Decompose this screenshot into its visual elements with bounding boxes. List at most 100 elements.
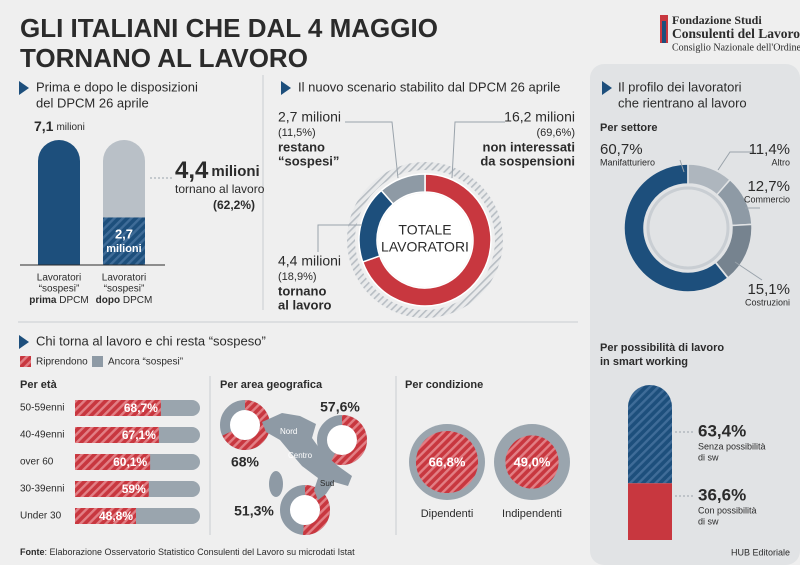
bar-value: 48,8% — [99, 509, 133, 523]
row-label: over 60 — [20, 457, 54, 468]
bar-value: 59% — [122, 482, 146, 496]
sector-name: Altro — [771, 157, 790, 167]
share: 57,6% — [320, 399, 360, 415]
bar-value: 67,1% — [122, 428, 156, 442]
segment-text: da sospensioni — [480, 153, 575, 168]
bar — [75, 400, 161, 416]
leader — [679, 159, 685, 173]
share: 11,4% — [749, 141, 790, 158]
source: Fonte: Elaborazione Osservatorio Statist… — [20, 547, 355, 557]
title: TORNANO AL LAVORO — [20, 43, 308, 73]
circle-value: 66,8% — [429, 454, 466, 469]
logo-text: Fondazione Studi — [672, 13, 762, 27]
segment-text: “sospesi” — [278, 153, 339, 168]
amount: 4,4 milioni — [278, 253, 341, 269]
subheading: Per età — [20, 379, 58, 391]
bar-before — [38, 140, 80, 265]
circle-share — [505, 435, 559, 489]
caption: Lavoratori — [102, 273, 146, 284]
donut-segment — [222, 400, 270, 451]
subheading: Per possibilità di lavoro — [600, 342, 724, 354]
bar — [75, 481, 149, 497]
segment-text: al lavoro — [278, 297, 332, 312]
map-sardinia — [269, 471, 283, 497]
section-title: Il nuovo scenario stabilito dal DPCM 26 … — [298, 79, 560, 94]
title: GLI ITALIANI CHE DAL 4 MAGGIO — [20, 13, 438, 43]
bar-after — [103, 217, 145, 265]
leader — [317, 224, 362, 252]
segment-text: restano — [278, 139, 325, 154]
caption-emph: dopo — [96, 295, 120, 306]
smart-text: Con possibilità — [698, 505, 757, 515]
section-marker — [19, 335, 29, 349]
sector-name: Manifatturiero — [600, 157, 655, 167]
share: 12,7% — [747, 178, 790, 195]
source-text: : Elaborazione Osservatorio Statistico C… — [45, 547, 356, 557]
donut-segment — [361, 173, 492, 307]
section-marker — [19, 81, 29, 95]
share: 68% — [231, 454, 260, 470]
share: 15,1% — [747, 281, 790, 298]
share: (18,9%) — [278, 271, 317, 283]
leader — [734, 261, 763, 281]
returning-share: (62,2%) — [213, 198, 255, 212]
region-name: Centro — [288, 451, 313, 460]
subheading: Per condizione — [405, 379, 483, 391]
section-title: Chi torna al lavoro e chi resta “sospeso… — [36, 333, 266, 348]
smart-text: Senza possibilità — [698, 441, 766, 451]
subheading: Per area geografica — [220, 379, 323, 391]
circle-value: 49,0% — [514, 454, 551, 469]
share: 51,3% — [234, 503, 274, 519]
smart-text: di sw — [698, 452, 719, 462]
share: 60,7% — [600, 141, 643, 158]
legend-label: Ancora “sospesi” — [108, 357, 183, 368]
section-title: del DPCM 26 aprile — [36, 95, 149, 110]
logo-text: Consulenti del Lavoro — [672, 26, 800, 41]
legend-swatch — [20, 356, 31, 367]
section-title: Il profilo dei lavoratori — [618, 79, 742, 94]
donut-segment — [330, 415, 368, 465]
caption: “sospesi” — [104, 284, 145, 295]
bar-unit: milioni — [106, 243, 141, 255]
bar — [75, 427, 159, 443]
leader — [717, 151, 752, 171]
row-label: 50-59enni — [20, 403, 64, 414]
returning-text: tornano al lavoro — [175, 182, 265, 196]
outer-ring — [347, 162, 503, 318]
value: 4,4 — [175, 157, 209, 184]
donut-inner — [646, 186, 730, 270]
share: 63,4% — [698, 421, 746, 440]
bar — [75, 508, 136, 524]
segment-text: non interessati — [483, 139, 575, 154]
section-title: che rientrano al lavoro — [618, 95, 747, 110]
condition-name: Indipendenti — [502, 508, 562, 520]
section-marker — [602, 81, 612, 95]
row-label: Under 30 — [20, 511, 62, 522]
credit: HUB Editoriale — [731, 547, 790, 557]
donut-segment — [380, 173, 426, 206]
amount: 16,2 milioni — [504, 109, 575, 125]
region-name: Sud — [320, 479, 334, 488]
subheading: Per settore — [600, 122, 657, 134]
logo-mark — [662, 21, 666, 43]
unit: milioni — [56, 122, 84, 133]
bar-label: 7,1 milioni — [34, 118, 85, 134]
donut-center — [378, 193, 472, 287]
center-text: LAVORATORI — [381, 239, 469, 255]
caption: prima DPCM — [29, 295, 88, 306]
bar-segment — [628, 385, 672, 484]
donut-segment — [302, 484, 331, 535]
row-label: 30-39enni — [20, 484, 64, 495]
section-marker — [281, 81, 291, 95]
section-title: Prima e dopo le disposizioni — [36, 79, 198, 94]
returning: 4,4 milioni — [175, 157, 260, 184]
legend-swatch — [92, 356, 103, 367]
bar-label: 2,7 — [115, 226, 133, 241]
circle-share — [415, 430, 479, 494]
leader — [451, 121, 505, 179]
caption: DPCM — [120, 295, 152, 306]
share: (69,6%) — [536, 127, 575, 139]
share: (11,5%) — [278, 127, 316, 139]
source-label: Fonte — [20, 547, 45, 557]
